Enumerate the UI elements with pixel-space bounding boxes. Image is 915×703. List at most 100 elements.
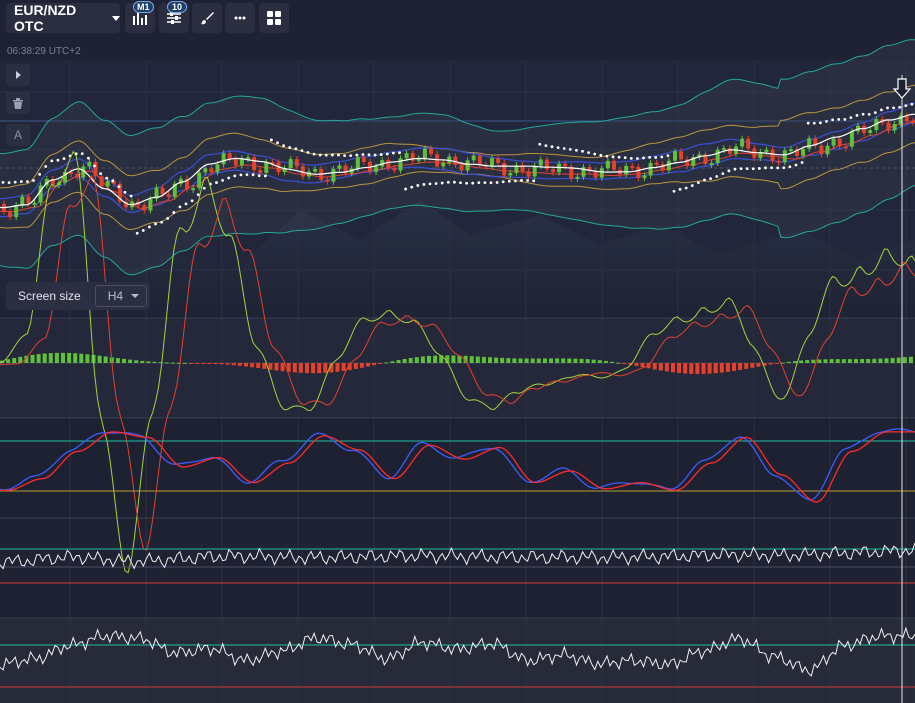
macd-bar [24,355,29,363]
sar-dot [654,156,658,159]
candle-body [154,187,159,199]
candle-body [569,166,574,179]
macd-bar [725,363,730,372]
sar-dot [172,211,176,214]
sar-dot [733,167,737,171]
candle-body [612,160,616,170]
candle-body [508,172,513,176]
asset-selector-button[interactable]: EUR/NZD OTC [6,2,120,34]
candle-body [715,149,720,164]
candle-body [398,158,403,171]
candle-body [313,168,318,172]
macd-bar [738,363,743,370]
candle-body [849,131,854,147]
candle-body [282,168,287,173]
macd-bar [689,363,694,374]
candle-body [239,158,244,166]
mountain-backdrop [0,200,915,318]
candle-body [416,158,421,161]
bollinger-outer-upper [0,39,915,155]
sar-dot [593,152,597,156]
candle-body [599,168,604,178]
candle-body [246,157,250,160]
candle-body [404,153,409,159]
collapse-panel-button[interactable] [6,64,30,86]
candle-body [14,205,19,218]
candle-body [630,165,635,168]
macd-bar [597,360,602,363]
macd-bar [732,363,736,371]
sar-dot [709,177,712,181]
macd-bar [183,362,187,364]
candle-body [764,149,769,152]
sar-dot [770,166,773,170]
candle-body [8,211,13,218]
candle-body [691,157,696,166]
candle-body [380,160,385,167]
sar-dot [324,153,328,157]
sliders-icon [167,12,181,24]
brush-icon [201,12,214,25]
sar-dot [184,202,188,206]
candle-body [490,158,494,167]
candle-body [197,172,202,189]
macd-signal-line [0,150,915,574]
sar-dot [251,173,255,177]
macd-bar [768,363,773,365]
moving-average-red [0,119,915,212]
candle-body [563,163,568,167]
sar-dot [337,153,340,157]
drawing-tools-button[interactable] [192,3,222,33]
indicators-button[interactable]: 10 [159,1,189,33]
macd-bar [884,358,889,363]
macd-bar [481,356,486,363]
sar-dot [1,181,5,184]
candle-body [709,163,714,166]
screen-size-select[interactable]: H4 [94,285,147,307]
candle-body [337,165,342,169]
sar-dot [501,180,505,184]
candle-body [410,153,415,161]
text-tool-button[interactable]: A [6,124,30,146]
candle-body [703,154,708,165]
macd-bar [488,357,492,363]
macd-bar [634,363,639,366]
macd-bar [201,363,206,364]
macd-bar [890,358,895,363]
candle-body [331,168,336,182]
macd-bar [908,356,913,363]
stochastic-d-line [0,431,915,503]
more-button[interactable] [225,3,255,33]
sar-dot [288,146,292,149]
macd-bar [115,358,120,363]
candle-body [758,151,763,159]
macd-bar [713,363,718,374]
macd-bar [811,359,816,363]
macd-bar [6,359,11,363]
sar-dot [32,179,35,182]
candle-body [801,148,806,156]
macd-bar [390,361,395,363]
sar-dot [99,172,102,176]
macd-line [0,174,915,551]
candle-body [26,196,31,204]
candle-body [593,171,598,178]
candle-body [99,176,104,187]
chart-type-button[interactable]: M1 [125,1,155,33]
macd-bar [506,358,511,363]
sar-dot [50,159,54,163]
candle-body [770,149,775,161]
macd-bar [170,362,175,364]
sar-dot [825,119,828,123]
sar-dot [660,155,664,159]
sar-dot [526,179,529,182]
sar-dot [233,174,237,178]
delete-drawings-button[interactable] [6,92,30,114]
sar-dot [697,181,700,185]
candle-body [679,151,684,160]
sar-dot [910,102,914,106]
candle-body [81,166,86,178]
sar-dot [111,179,115,183]
layout-button[interactable] [259,3,289,33]
